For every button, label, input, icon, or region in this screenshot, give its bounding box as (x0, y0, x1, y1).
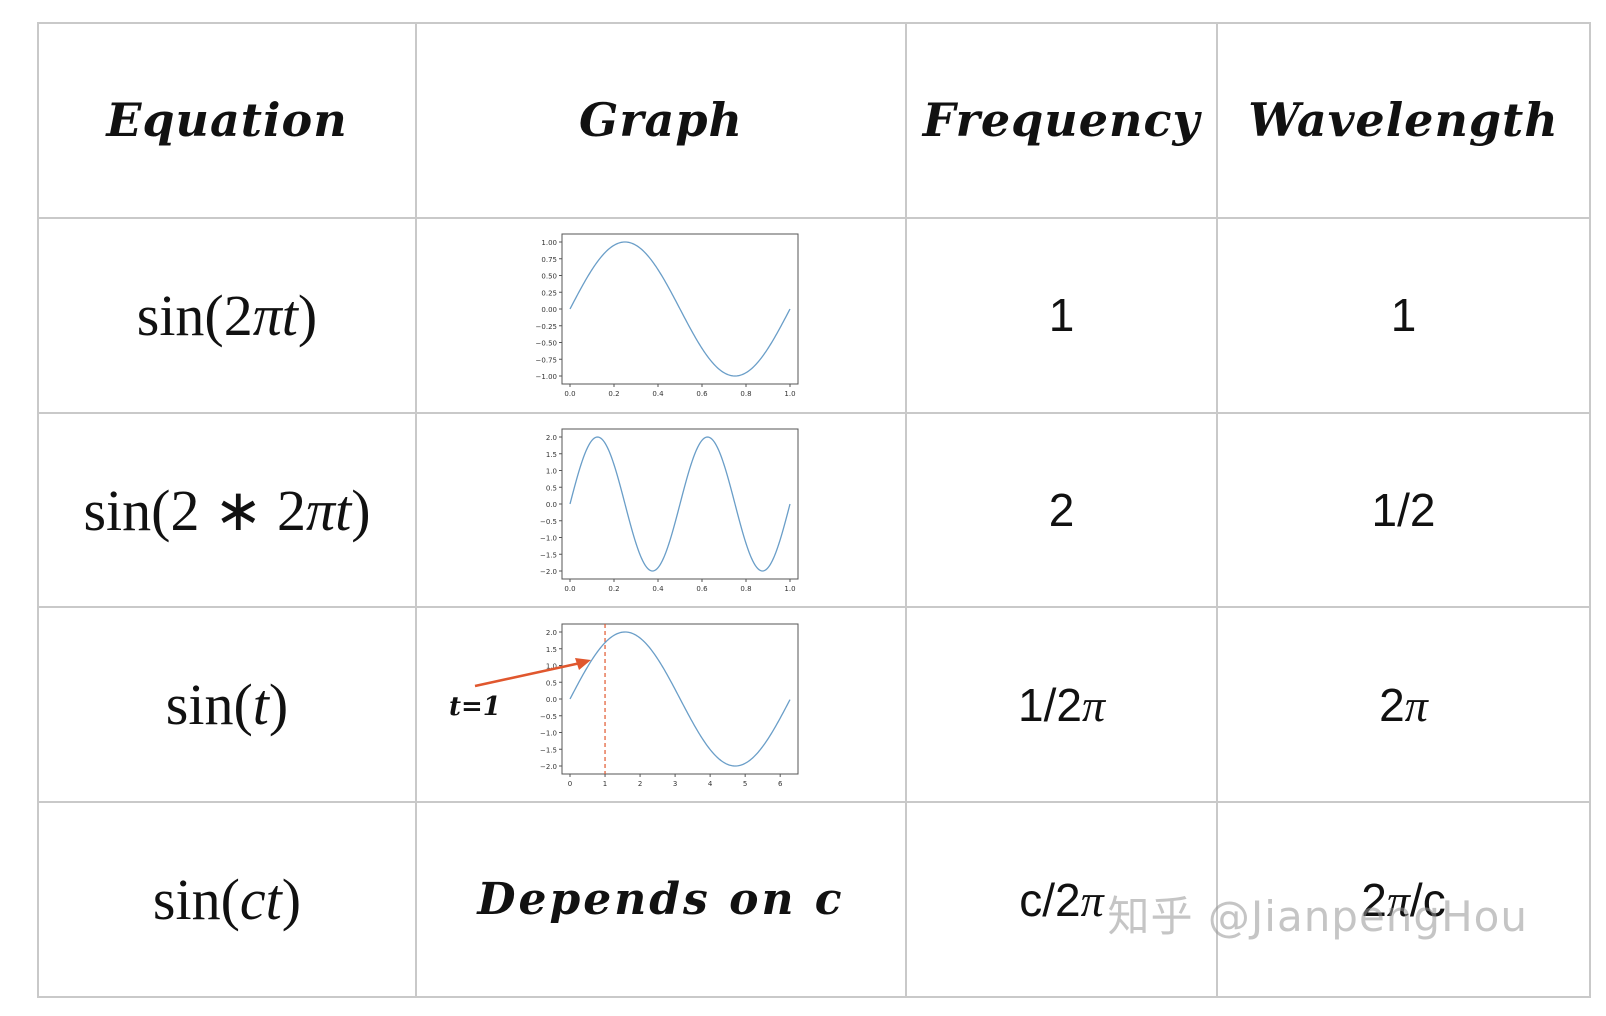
frequency-value: 1/2π (1018, 678, 1105, 731)
depends-on-c-note: Depends on c (477, 874, 845, 926)
y-tick-label: 1.5 (546, 451, 557, 459)
graph-cell: 1.00 0.75 0.50 0.25 0.00 −0.25 −0.50 −0.75 −1.00… (415, 216, 907, 414)
x-tick-label: 0.6 (696, 390, 708, 398)
y-tick-label: −2.0 (540, 568, 557, 576)
equation: sin(t) (165, 672, 289, 738)
y-tick-label: 1.0 (546, 662, 557, 670)
wavelength-value: 1 (1390, 289, 1417, 342)
wavelength-value: 1/2 (1371, 483, 1436, 536)
series-line (569, 436, 791, 572)
y-tick-label: 0.0 (546, 696, 557, 704)
y-tick-label: −0.25 (536, 323, 557, 331)
wavelength-cell: 1 (1216, 216, 1591, 414)
x-tick-label: 0.0 (564, 585, 575, 593)
y-tick-label: −1.5 (540, 746, 557, 754)
header-equation: Equation (37, 22, 417, 219)
wavelength-value: 2π/c (1361, 873, 1446, 926)
y-tick-label: −0.5 (540, 518, 557, 526)
table-row: sin(ct) Depends on c c/2π 2π/c (37, 801, 1591, 998)
x-tick-label: 0.0 (564, 390, 575, 398)
frequency-value: 1 (1048, 289, 1075, 342)
frequency-value: 2 (1048, 483, 1075, 536)
y-tick-label: 0.25 (541, 289, 557, 297)
frequency-value: c/2π (1019, 873, 1104, 926)
frequency-cell: c/2π (905, 801, 1218, 998)
equation: sin(2 ∗ 2πt) (83, 477, 371, 543)
graph-cell: 2.0 1.5 1.0 0.5 0.0 −0.5 −1.0 −1.5 −2.0 0 1 2 3 4 5 6 t… (415, 606, 907, 804)
wavelength-value: 2π (1379, 678, 1428, 731)
wavelength-cell: 2π/c (1216, 801, 1591, 998)
series-line (569, 241, 791, 377)
y-tick-label: −1.00 (536, 373, 557, 381)
x-tick-label: 4 (708, 780, 713, 788)
x-tick-label: 0 (568, 780, 572, 788)
equation-cell: sin(ct) (37, 801, 417, 998)
table-row: sin(2 ∗ 2πt) 2.0 1.5 1.0 0.5 0.0 −0.5 −1.0 −1.5… (37, 411, 1591, 609)
frequency-cell: 1 (905, 216, 1218, 414)
table-row: sin(t) 2.0 1.5 1.0 0.5 0.0 −0.5 −1.0 −1.5 −2.0 0 1… (37, 606, 1591, 804)
x-tick-label: 0.8 (740, 390, 751, 398)
graph-cell: Depends on c (415, 801, 907, 998)
wavelength-cell: 2π (1216, 606, 1591, 804)
x-tick-label: 5 (743, 780, 747, 788)
x-tick-label: 0.2 (608, 585, 619, 593)
sine-wave-table: Equation Graph Frequency Wavelength sin(… (37, 22, 1591, 998)
x-tick-label: 0.2 (608, 390, 619, 398)
sine-plot-2: 2.0 1.5 1.0 0.5 0.0 −0.5 −1.0 −1.5 −2.0 0.0 0.2 0.4… (540, 428, 799, 593)
frequency-cell: 2 (905, 411, 1218, 609)
x-tick-label: 0.4 (652, 585, 664, 593)
y-tick-label: −0.50 (536, 340, 557, 348)
x-tick-label: 2 (638, 780, 642, 788)
x-tick-label: 1 (603, 780, 607, 788)
y-tick-label: −0.5 (540, 713, 557, 721)
y-tick-label: 0.5 (546, 679, 557, 687)
x-tick-label: 1.0 (784, 390, 795, 398)
x-tick-label: 0.4 (652, 390, 664, 398)
wavelength-cell: 1/2 (1216, 411, 1591, 609)
header-wavelength: Wavelength (1216, 22, 1591, 219)
table-row: sin(2πt) 1.00 0.75 0.50 0.25 0.00 −0.25 −0.50 −… (37, 216, 1591, 414)
sine-plot-3: 2.0 1.5 1.0 0.5 0.0 −0.5 −1.0 −1.5 −2.0 0 1 2 3 4 5 6 (540, 623, 799, 788)
x-tick-label: 0.6 (696, 585, 708, 593)
y-tick-label: 2.0 (546, 629, 557, 637)
y-tick-label: −2.0 (540, 763, 557, 771)
y-tick-label: 0.0 (546, 501, 557, 509)
y-tick-label: 1.0 (546, 467, 557, 475)
header-frequency: Frequency (905, 22, 1218, 219)
y-tick-label: −1.5 (540, 551, 557, 559)
watermark: 知乎 @JianpengHou (1107, 892, 1528, 941)
frequency-cell: 1/2π (905, 606, 1218, 804)
equation-cell: sin(t) (37, 606, 417, 804)
y-tick-label: 0.00 (541, 306, 557, 314)
t-equals-1-annotation: t=1 (449, 692, 501, 723)
equation: sin(2πt) (136, 282, 318, 348)
x-tick-label: 6 (778, 780, 783, 788)
equation-cell: sin(2 ∗ 2πt) (37, 411, 417, 609)
y-tick-label: 1.00 (541, 239, 557, 247)
sine-plot-1: 1.00 0.75 0.50 0.25 0.00 −0.25 −0.50 −0.75 −1.00… (536, 233, 799, 398)
header-row: Equation Graph Frequency Wavelength (37, 22, 1591, 219)
series-line (569, 631, 791, 767)
y-tick-label: 0.50 (541, 273, 557, 281)
y-tick-label: 0.75 (541, 256, 557, 264)
equation-cell: sin(2πt) (37, 216, 417, 414)
y-tick-label: 0.5 (546, 484, 557, 492)
x-tick-label: 1.0 (784, 585, 795, 593)
graph-cell: 2.0 1.5 1.0 0.5 0.0 −0.5 −1.0 −1.5 −2.0 0.0 0.2 0.4… (415, 411, 907, 609)
y-tick-label: −1.0 (540, 729, 557, 737)
y-tick-label: −1.0 (540, 534, 557, 542)
y-tick-label: 2.0 (546, 434, 557, 442)
x-tick-label: 0.8 (740, 585, 751, 593)
equation: sin(ct) (152, 867, 302, 933)
y-tick-label: 1.5 (546, 646, 557, 654)
header-graph: Graph (415, 22, 907, 219)
y-tick-label: −0.75 (536, 356, 557, 364)
x-tick-label: 3 (673, 780, 677, 788)
annotation-arrow-icon (474, 658, 591, 688)
